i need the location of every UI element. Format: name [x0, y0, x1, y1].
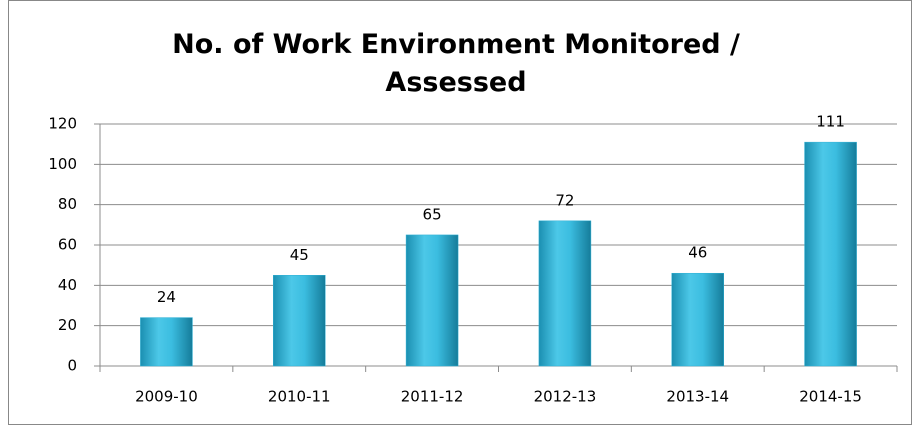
x-tick-label: 2012-13: [534, 388, 597, 406]
y-tick-label: 120: [48, 115, 77, 133]
y-tick-label: 100: [48, 155, 77, 173]
bar: [140, 317, 193, 367]
value-label: 46: [688, 244, 707, 262]
chart-title: No. of Work Environment Monitored / Asse…: [172, 29, 740, 98]
y-tick-label: 80: [58, 195, 77, 213]
x-tick-label: 2014-15: [799, 388, 862, 406]
value-label: 45: [290, 246, 309, 264]
bar: [538, 220, 592, 367]
value-label: 65: [423, 205, 442, 223]
x-tick-label: 2011-12: [401, 388, 464, 406]
value-label: 111: [816, 113, 845, 131]
y-tick-label: 60: [58, 236, 77, 254]
x-tick-label: 2010-11: [268, 388, 331, 406]
bar: [671, 272, 724, 367]
bar: [273, 275, 326, 367]
y-tick-label: 20: [58, 316, 77, 334]
frame: [8, 0, 912, 425]
value-label: 72: [555, 191, 574, 209]
bar: [405, 234, 459, 367]
value-label: 24: [157, 288, 176, 306]
y-tick-label: 0: [67, 357, 77, 375]
y-tick-label: 40: [58, 276, 77, 294]
x-tick-label: 2009-10: [135, 388, 198, 406]
bar: [804, 141, 857, 367]
x-tick-label: 2013-14: [666, 388, 729, 406]
